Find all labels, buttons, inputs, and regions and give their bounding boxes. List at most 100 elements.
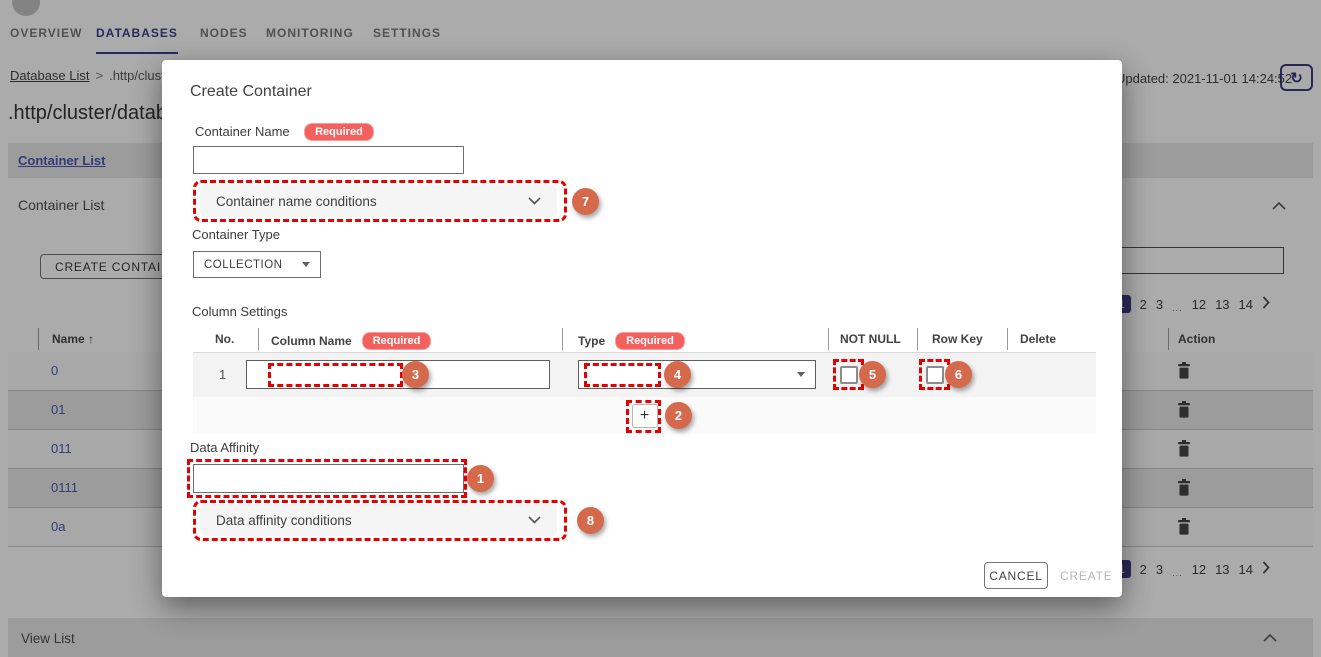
- page-button-12[interactable]: 12: [1191, 561, 1207, 577]
- tab-container-list[interactable]: Container List: [18, 153, 106, 168]
- page-button-2[interactable]: 2: [1139, 561, 1147, 577]
- view-list-bar: View List: [8, 618, 1313, 657]
- action-column-header: Action: [1178, 332, 1216, 346]
- dialog-title: Create Container: [190, 83, 312, 100]
- add-column-button[interactable]: +: [631, 403, 658, 428]
- page-next-button[interactable]: [1262, 561, 1271, 577]
- annotation-box-3: [268, 363, 403, 387]
- divider: [258, 328, 259, 350]
- container-link[interactable]: 0: [51, 363, 59, 378]
- delete-container-button[interactable]: [1177, 440, 1191, 460]
- page-button-3[interactable]: 3: [1155, 296, 1164, 312]
- page-ellipsis: ...: [1172, 568, 1183, 578]
- type-header: Type Required: [578, 332, 685, 350]
- container-link[interactable]: 01: [51, 402, 66, 417]
- container-link[interactable]: 0a: [51, 519, 66, 534]
- trash-icon: [1178, 518, 1190, 535]
- trash-icon: [1178, 362, 1190, 379]
- cancel-button[interactable]: CANCEL: [984, 562, 1048, 589]
- breadcrumb-database-list-link[interactable]: Database List: [10, 68, 90, 83]
- add-column-row: +: [193, 397, 1096, 434]
- annotation-marker-4: 4: [664, 361, 691, 388]
- app-logo: [12, 0, 40, 16]
- updated-timestamp: Updated: 2021-11-01 14:24:52: [1116, 71, 1293, 86]
- chevron-right-icon: [1262, 561, 1270, 574]
- page-button-13[interactable]: 13: [1215, 561, 1230, 577]
- column-name-header: Column Name Required: [271, 332, 432, 350]
- name-column-header[interactable]: Name ↑: [52, 332, 95, 346]
- divider: [828, 328, 829, 350]
- trash-icon: [1178, 440, 1190, 457]
- required-badge: Required: [304, 123, 374, 141]
- create-container-dialog: Create Container Container Name Required…: [162, 60, 1122, 597]
- page-button-14[interactable]: 14: [1238, 561, 1253, 577]
- no-header: No.: [215, 332, 235, 346]
- divider: [917, 328, 918, 350]
- divider: [1007, 328, 1008, 350]
- delete-container-button[interactable]: [1177, 518, 1191, 538]
- container-link[interactable]: 011: [51, 441, 72, 456]
- required-badge: Required: [615, 332, 685, 350]
- chevron-right-icon: [1262, 296, 1270, 309]
- container-list-heading: Container List: [18, 197, 105, 213]
- container-type-label: Container Type: [192, 227, 280, 242]
- collapse-view-list-button[interactable]: [1263, 630, 1277, 645]
- annotation-box-1: [187, 459, 467, 498]
- breadcrumb: Database List > .http/clust: [10, 68, 165, 83]
- tab-monitoring[interactable]: MONITORING: [266, 26, 354, 40]
- tab-settings[interactable]: SETTINGS: [373, 26, 442, 40]
- chevron-down-icon: [528, 516, 541, 524]
- container-name-conditions-expander[interactable]: Container name conditions: [200, 185, 557, 217]
- tab-databases[interactable]: DATABASES: [96, 26, 178, 54]
- divider: [1168, 328, 1169, 350]
- page-next-button[interactable]: [1262, 296, 1271, 312]
- delete-header: Delete: [1020, 332, 1057, 346]
- annotation-box-4: [584, 363, 661, 387]
- row-key-checkbox[interactable]: [926, 366, 944, 384]
- delete-container-button[interactable]: [1177, 401, 1191, 421]
- page-button-13[interactable]: 13: [1215, 296, 1230, 312]
- container-name-input[interactable]: [193, 146, 464, 174]
- data-affinity-label: Data Affinity: [190, 440, 260, 455]
- sort-ascending-icon: ↑: [88, 332, 95, 346]
- trash-icon: [1178, 401, 1190, 418]
- container-name-label-row: Container Name Required: [195, 123, 374, 141]
- tab-overview[interactable]: OVERVIEW: [10, 26, 83, 40]
- tab-nodes[interactable]: NODES: [200, 26, 248, 40]
- refresh-icon: ↻: [1290, 69, 1303, 87]
- create-button[interactable]: CREATE: [1060, 562, 1113, 589]
- refresh-button[interactable]: ↻: [1280, 64, 1313, 91]
- annotation-box-8: [193, 500, 567, 541]
- divider: [562, 328, 563, 350]
- page-button-12[interactable]: 12: [1191, 296, 1207, 312]
- list-table-header: Name ↑ Action: [8, 325, 1313, 352]
- page-button-3[interactable]: 3: [1155, 561, 1164, 577]
- chevron-up-icon: [1263, 633, 1277, 642]
- annotation-marker-7: 7: [572, 188, 599, 215]
- dropdown-caret-icon: [797, 372, 805, 377]
- trash-icon: [1178, 479, 1190, 496]
- breadcrumb-separator: >: [95, 68, 104, 83]
- page-ellipsis: ...: [1172, 303, 1183, 313]
- delete-container-button[interactable]: [1177, 479, 1191, 499]
- not-null-header: NOT NULL: [840, 332, 901, 346]
- column-settings-header: No. Column Name Required Type Required NOT…: [193, 326, 1096, 353]
- dropdown-caret-icon: [302, 262, 310, 267]
- annotation-marker-6: 6: [945, 361, 972, 388]
- view-list-heading: View List: [21, 630, 75, 646]
- chevron-down-icon: [528, 197, 541, 205]
- page-button-14[interactable]: 14: [1238, 296, 1253, 312]
- collapse-container-list-button[interactable]: [1272, 198, 1286, 213]
- container-link[interactable]: 0111: [51, 480, 78, 495]
- annotation-marker-5: 5: [859, 361, 886, 388]
- column-settings-label: Column Settings: [192, 304, 288, 319]
- delete-container-button[interactable]: [1177, 362, 1191, 382]
- annotation-marker-1: 1: [467, 465, 494, 492]
- data-affinity-input[interactable]: [193, 464, 464, 493]
- not-null-checkbox[interactable]: [840, 366, 858, 384]
- data-affinity-conditions-expander[interactable]: Data affinity conditions: [200, 504, 557, 536]
- chevron-up-icon: [1272, 201, 1286, 210]
- page-button-2[interactable]: 2: [1139, 296, 1147, 312]
- container-name-label: Container Name: [195, 124, 290, 139]
- container-type-select[interactable]: COLLECTION: [193, 251, 321, 278]
